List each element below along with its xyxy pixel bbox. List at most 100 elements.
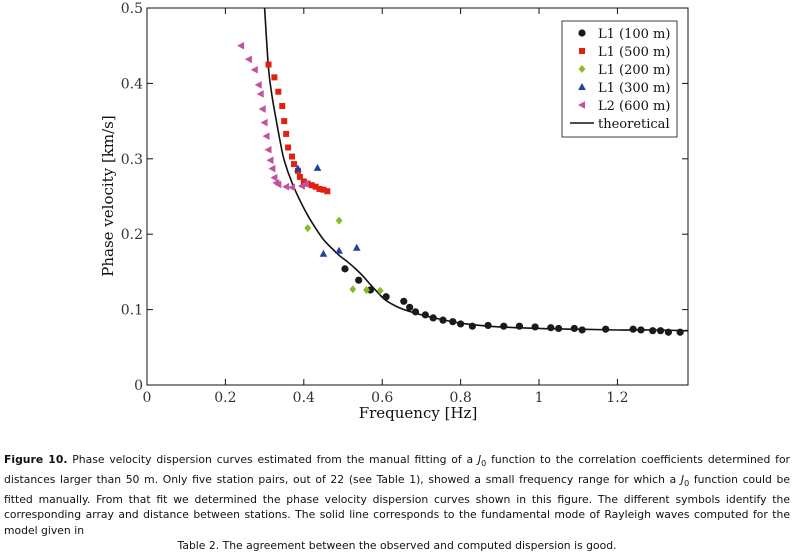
series-1-point (324, 188, 331, 195)
series-0-point (637, 326, 645, 334)
series-1-point (312, 183, 319, 190)
series-1-point (320, 186, 327, 193)
figure-caption: Figure 10. Phase velocity dispersion cur… (4, 452, 790, 554)
legend-symbol-4 (578, 101, 585, 109)
series-4-point (260, 118, 268, 127)
series-0-point (484, 321, 492, 330)
legend-symbol-0 (578, 29, 586, 37)
series-0-point (355, 276, 363, 284)
caption-j0-sub-1: 0 (481, 459, 487, 469)
series-1-point (316, 185, 323, 192)
series-0-point (421, 311, 429, 319)
legend-label-l1-500: L1 (500 m) (598, 45, 670, 60)
series-0-point (500, 322, 508, 330)
legend-label-theoretical: theoretical (598, 117, 670, 132)
series-4-point (256, 90, 264, 98)
y-tick-label: 0.2 (121, 227, 143, 243)
legend-box (561, 20, 678, 138)
legend: L1 (100 m) L1 (500 m) L1 (200 m) L1 (300… (561, 20, 678, 138)
series-1-point (296, 173, 303, 180)
series-0-point (366, 286, 375, 294)
series-4-point (288, 183, 296, 192)
series-1-point (279, 103, 286, 110)
series-4-point (254, 81, 262, 89)
series-0-point (629, 325, 637, 333)
series-2-point (304, 224, 312, 233)
series-0-point (649, 327, 657, 335)
series-0-point (602, 325, 610, 333)
series-3-point (352, 243, 361, 251)
series-0-point (547, 324, 555, 332)
legend-symbols (570, 29, 594, 124)
y-tick-label: 0.5 (121, 1, 143, 17)
legend-symbol-2 (578, 65, 586, 73)
x-tick-label: 0 (143, 390, 152, 406)
series-4-point (244, 55, 252, 64)
x-tick-label: 0.2 (214, 390, 236, 406)
caption-label: Figure 10. (4, 453, 68, 466)
series-0-point (515, 322, 524, 330)
series-4-point (250, 66, 258, 74)
series-4-point (262, 132, 270, 140)
series-4-point (270, 173, 278, 182)
x-tick-label: 1.2 (606, 390, 628, 406)
series-1-point (271, 74, 278, 81)
series-4-point (268, 164, 276, 173)
series-0-point (457, 320, 465, 328)
series-3-point (335, 246, 343, 254)
x-axis-label: Frequency [Hz] (359, 404, 478, 422)
caption-last-line: Table 2. The agreement between the obser… (177, 539, 617, 553)
legend-symbol-3 (578, 83, 586, 90)
y-tick-label: 0 (134, 378, 143, 394)
series-3-point (313, 163, 322, 171)
series-4-point (282, 182, 290, 191)
y-tick-label: 0.1 (121, 303, 143, 319)
series-0-point (656, 327, 665, 335)
series-0-point (676, 328, 684, 336)
legend-label-l2-600: L2 (600 m) (598, 99, 670, 114)
series-4-point (274, 180, 282, 189)
series-0-point (449, 318, 457, 326)
y-tick-label: 0.3 (121, 152, 143, 168)
series-4-point (266, 156, 274, 165)
series-1-point (289, 153, 296, 160)
series-0-point (531, 323, 539, 331)
y-tick-label: 0.4 (121, 76, 143, 92)
series-1-point (275, 88, 282, 95)
series-0-point (439, 316, 447, 324)
legend-label-l1-200: L1 (200 m) (598, 63, 670, 78)
series-4-point (301, 179, 309, 188)
series-2-point (335, 216, 343, 225)
series-1-point (291, 161, 298, 168)
caption-j0-2: J (680, 472, 685, 486)
series-1-point (285, 144, 292, 151)
series-0-point (429, 314, 437, 322)
x-tick-label: 0.4 (293, 390, 315, 406)
series-4-point (264, 145, 272, 154)
caption-text-2: function to the correlation coefficients… (4, 453, 790, 486)
axis-ticks (146, 7, 688, 386)
series-0-point (400, 297, 408, 305)
series-0-point (664, 328, 672, 336)
caption-text-1: Phase velocity dispersion curves estimat… (67, 453, 478, 466)
legend-label-l1-100: L1 (100 m) (598, 27, 670, 42)
series-0-point (468, 322, 476, 330)
series-4-point (258, 105, 266, 113)
caption-j0-sub-2: 0 (684, 478, 690, 488)
data-markers (237, 41, 684, 336)
series-0-point (411, 308, 420, 316)
caption-j0-1: J (477, 453, 482, 466)
x-tick-labels: 0 0.2 0.4 0.6 0.8 1 1.2 (143, 390, 629, 406)
x-tick-label: 1 (535, 390, 544, 406)
series-1-point (265, 61, 272, 68)
series-0-point (578, 326, 586, 334)
y-axis-label: Phase velocity [km/s] (99, 115, 117, 276)
series-4-point (237, 41, 245, 50)
series-2-point (349, 285, 357, 294)
series-1-point (283, 130, 290, 137)
series-1-point (300, 178, 307, 185)
series-0-point (406, 303, 414, 311)
series-3-point (319, 249, 328, 257)
legend-symbol-1 (579, 48, 585, 54)
series-2-point (363, 285, 370, 294)
